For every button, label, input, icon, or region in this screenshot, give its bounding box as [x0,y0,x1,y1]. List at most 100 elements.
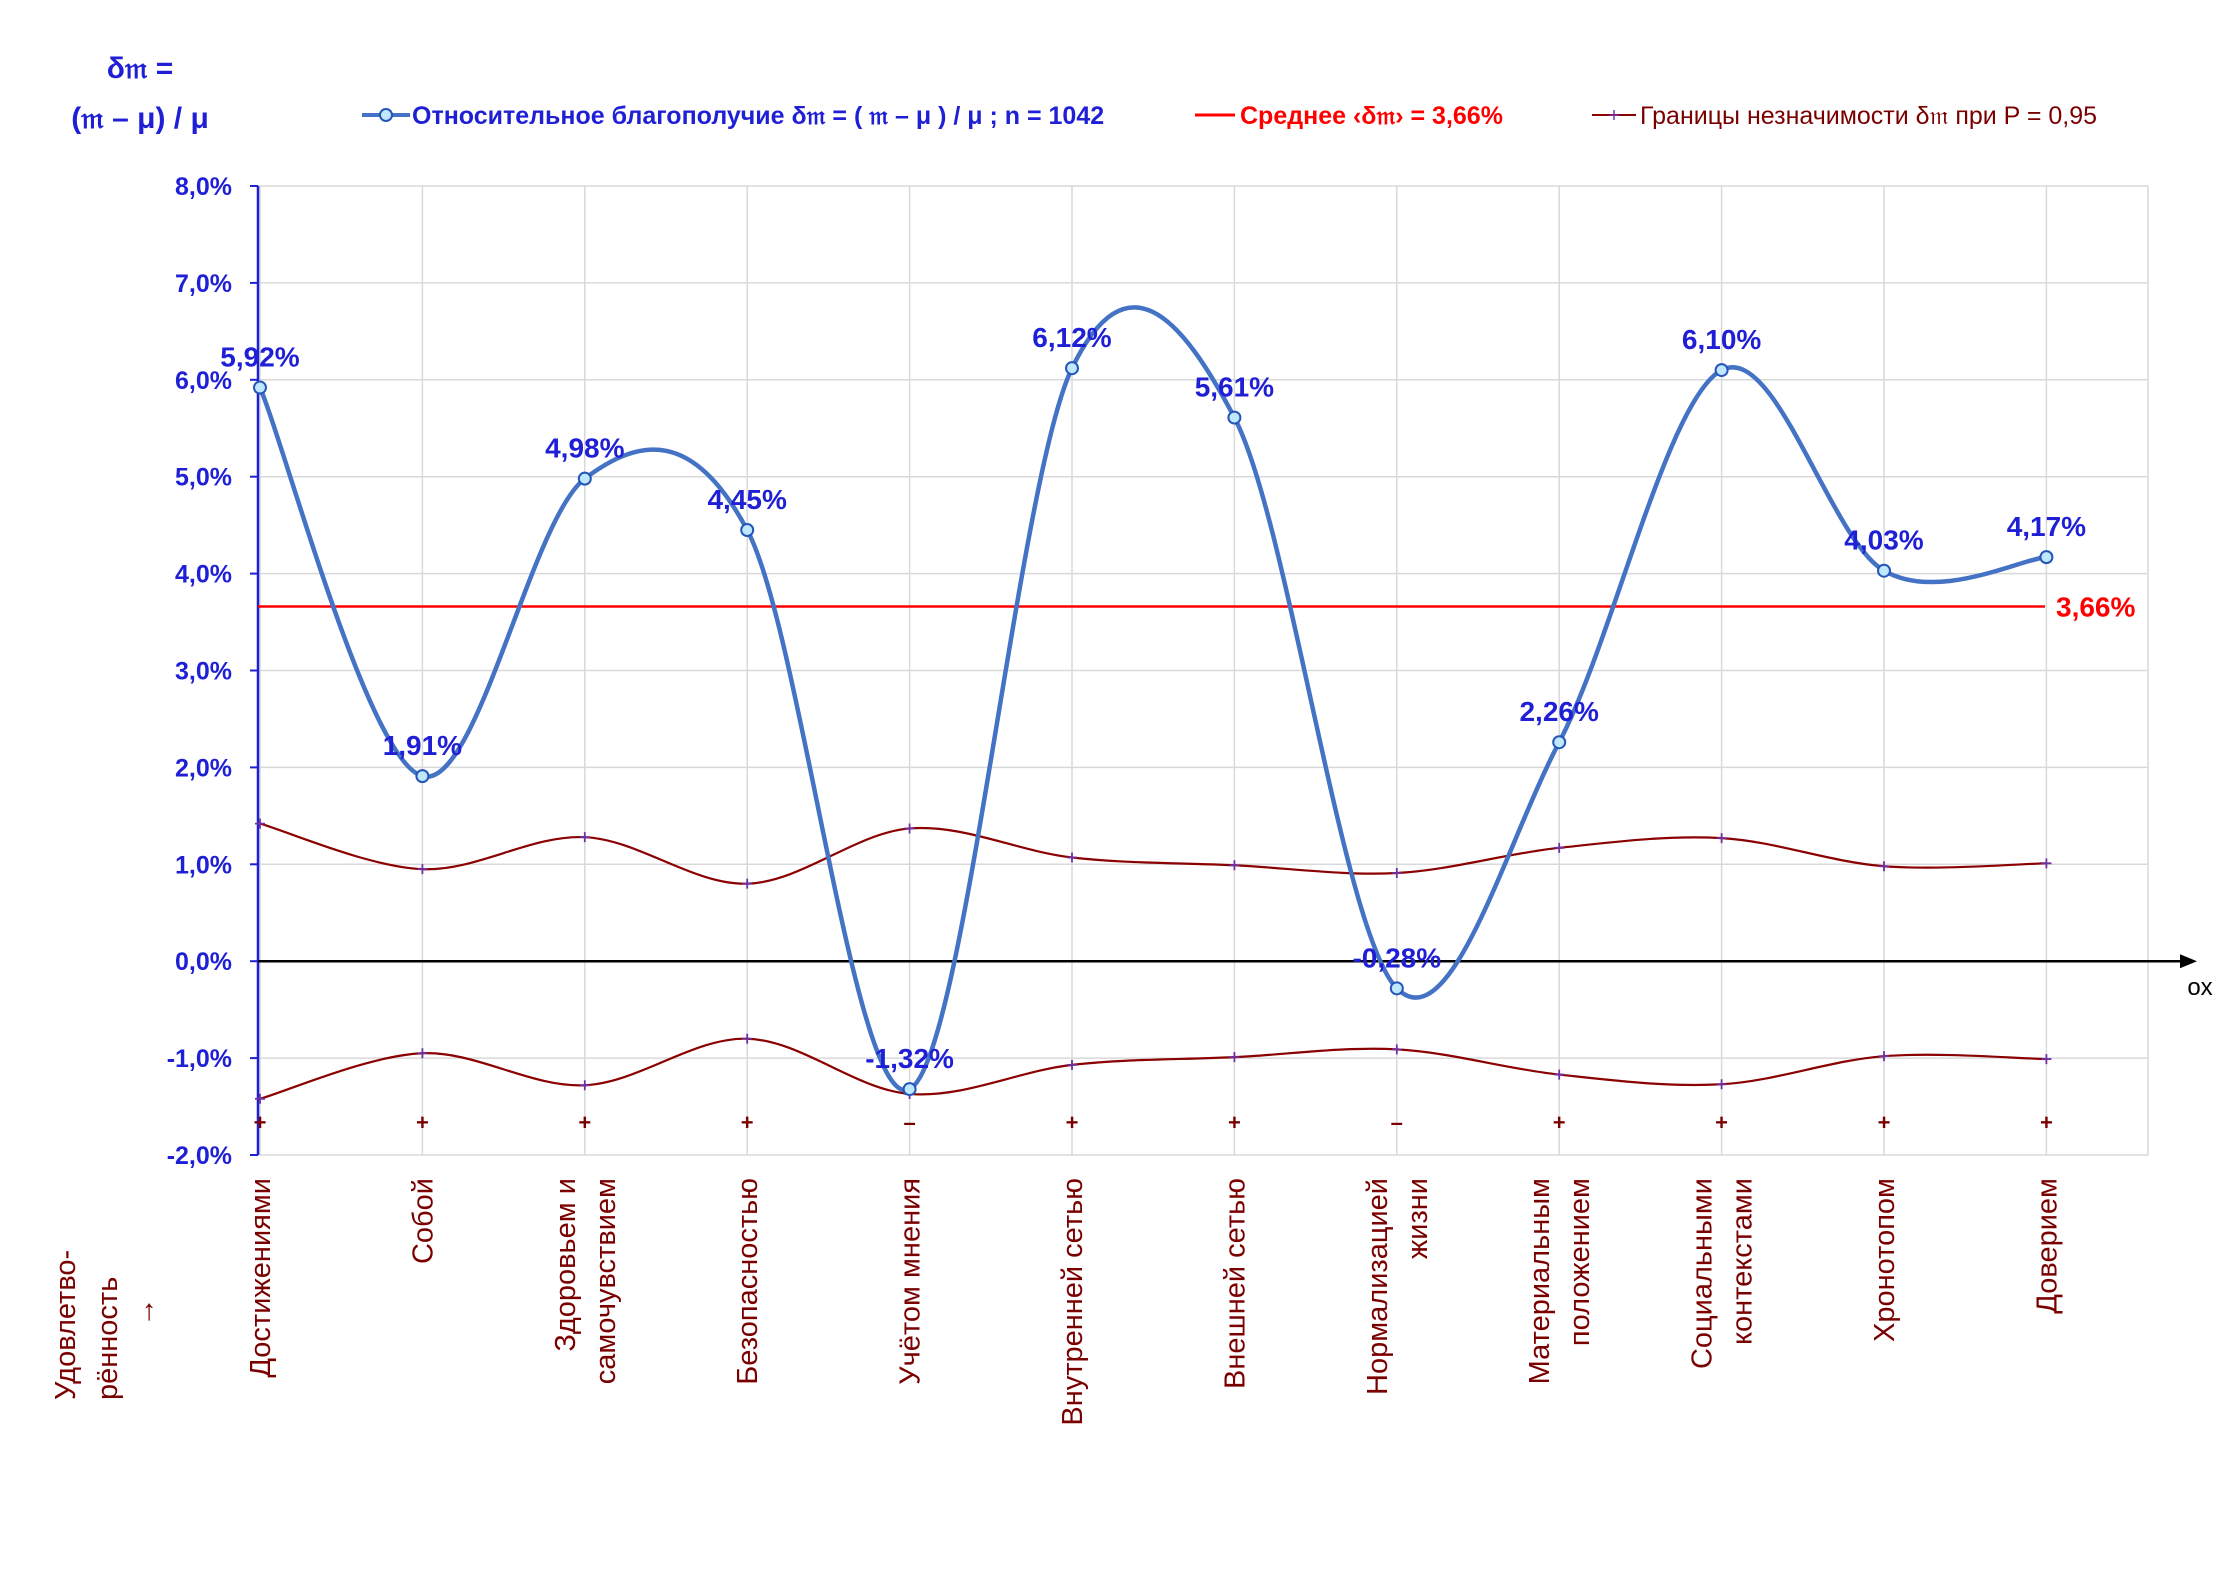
bound-marker-upper [255,818,265,829]
legend-label-relative: Относительное благополучие δ𝔪 = ( 𝔪 – μ … [412,102,1104,130]
mean-value-label: 3,66% [2056,592,2135,623]
sign-marker: + [1066,1110,1079,1135]
bound-marker-upper [742,878,753,889]
bound-marker-lower [1229,1052,1240,1063]
legend-marker-bounds: + [1608,105,1620,127]
data-label: 4,98% [545,433,624,464]
data-point [1877,563,1891,578]
category-label: Материальным [1524,1178,1556,1384]
data-point [740,522,755,537]
sign-marker: – [903,1110,915,1135]
data-label: 4,45% [707,484,786,515]
category-label: Внешней сетью [1219,1178,1251,1389]
y-tick-label: 1,0% [175,851,232,879]
data-label: 6,12% [1032,322,1111,353]
bound-marker-upper [1554,842,1565,853]
y-tick-label: -2,0% [167,1142,232,1170]
data-label: 6,10% [1682,324,1761,355]
legend-label-mean: Среднее ‹δ𝔪› = 3,66% [1240,102,1503,130]
bound-marker-lower [1067,1059,1077,1070]
category-label: Безопасностью [732,1178,764,1385]
category-label: Доверием [2031,1178,2063,1314]
bound-marker-lower [1391,1044,1402,1055]
category-label: жизни [1402,1178,1434,1259]
y-tick-label: 3,0% [175,658,232,686]
category-label: Нормализацией [1362,1178,1394,1395]
bound-line-upper [259,822,2047,885]
y-tick-label: 4,0% [175,561,232,589]
data-label: -0,28% [1352,942,1441,973]
sign-marker: + [2040,1110,2053,1135]
bound-marker-upper [1716,833,1727,844]
axes [250,185,2197,1156]
row-label-line2: рённость [92,1277,124,1400]
data-point [577,471,592,486]
legend-label-bounds: Границы незначимости δ𝔪 при P = 0,95 [1640,102,2097,130]
y-tick-label: 2,0% [175,754,232,782]
y-axis-title-line2: (𝔪 – μ) / μ [71,102,209,135]
category-label: Здоровьем и [550,1178,582,1352]
y-tick-label: -1,0% [167,1045,232,1073]
bound-marker-lower [1879,1051,1889,1062]
bound-line-lower [259,1037,2047,1100]
bound-marker-upper [1067,852,1077,863]
sign-marker: + [1715,1110,1728,1135]
sign-marker: – [1391,1110,1403,1135]
data-label: 4,17% [2007,511,2086,542]
legend: Относительное благополучие δ𝔪 = ( 𝔪 – μ … [362,102,2097,130]
data-point [1714,363,1729,378]
data-label: 2,26% [1519,696,1598,727]
data-point [902,1082,917,1097]
data-label: 4,03% [1844,525,1923,556]
sign-marker: + [254,1110,267,1135]
y-tick-label: 6,0% [175,367,232,395]
sign-marker: + [1553,1110,1566,1135]
y-tick-label: 0,0% [175,948,232,976]
row-label: Удовлетво- рённость → [50,1250,161,1400]
series-line-relative [257,305,2047,1093]
bound-marker-upper [417,864,428,875]
labels: 8,0% 7,0% 6,0% 5,0% 4,0% 3,0% 2,0% 1,0% 0,0% -1,0… [167,173,2136,1426]
bound-marker-upper [1229,860,1240,871]
category-label: Социальными [1687,1178,1719,1369]
y-axis-title-line1: δ𝔪 = [107,52,174,85]
bound-marker-lower [255,1093,265,1104]
x-axis-name: ox [2187,974,2212,1001]
x-axis-arrow [2180,954,2197,969]
category-label: контекстами [1727,1178,1759,1345]
grid [258,185,2149,1156]
data-label: 1,91% [383,730,462,761]
bound-marker-upper [1391,868,1402,879]
category-label: положением [1564,1178,1596,1346]
category-label: самочувствием [590,1178,622,1384]
data-point [415,769,430,784]
category-label: Учётом мнения [895,1178,927,1385]
plot-area [253,305,2054,1104]
sign-marker: + [416,1110,429,1135]
sign-marker: + [1228,1110,1241,1135]
sign-marker: + [578,1110,591,1135]
data-point [1227,410,1242,425]
data-point [1389,981,1404,996]
data-point [1065,361,1079,376]
category-label: Собой [407,1178,439,1264]
bound-marker-lower [579,1080,590,1091]
bound-marker-lower [742,1033,753,1044]
category-label: Внутренней сетью [1057,1178,1089,1426]
bound-marker-upper [1879,861,1889,872]
data-point [1552,735,1567,750]
bound-marker-lower [1716,1079,1727,1090]
legend-marker-relative [379,108,393,122]
data-label: -1,32% [865,1043,954,1074]
data-label: 5,61% [1195,372,1274,403]
data-label: 5,92% [220,342,299,373]
bound-marker-upper [2041,858,2052,869]
row-label-arrow: → [129,1298,161,1327]
y-tick-label: 8,0% [175,173,232,201]
bound-marker-lower [1554,1069,1565,1080]
category-label: Хронотопом [1869,1178,1901,1342]
data-point [253,380,267,395]
y-tick-label: 7,0% [175,270,232,298]
bound-marker-lower [2041,1054,2052,1065]
